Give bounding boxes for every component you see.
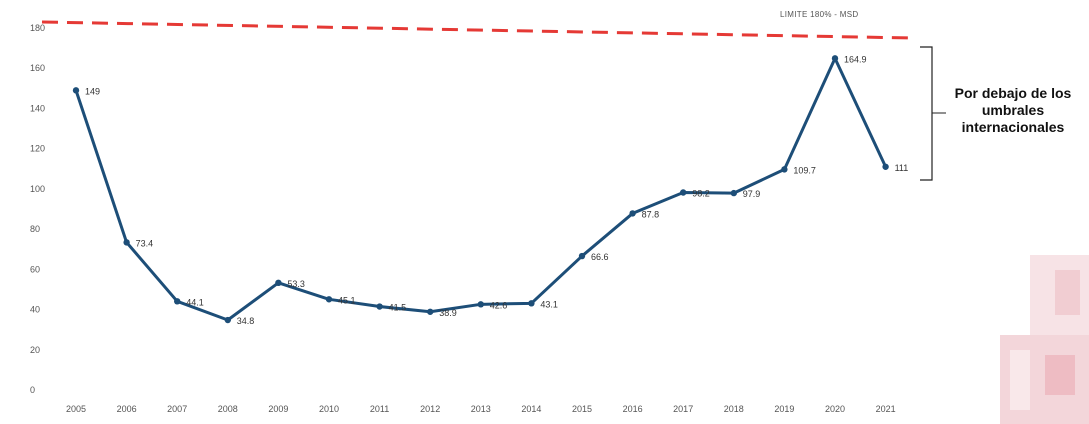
- data-point: [831, 55, 839, 62]
- data-point: [680, 189, 687, 196]
- data-point: [629, 210, 636, 217]
- y-tick-label: 20: [30, 345, 40, 355]
- data-label: 98.2: [692, 189, 710, 199]
- data-label: 42.6: [490, 300, 508, 310]
- y-tick-label: 120: [30, 144, 45, 154]
- data-label: 66.6: [591, 252, 609, 262]
- x-tick-label: 2019: [774, 404, 794, 414]
- y-tick-label: 180: [30, 23, 45, 33]
- limit-label: LIMITE 180% - MSD: [780, 10, 858, 19]
- x-tick-label: 2014: [521, 404, 541, 414]
- x-tick-label: 2015: [572, 404, 592, 414]
- data-point: [730, 189, 737, 197]
- data-label: 149: [85, 86, 100, 96]
- y-tick-label: 40: [30, 305, 40, 315]
- data-point: [72, 87, 80, 94]
- x-tick-label: 2018: [724, 404, 744, 414]
- data-point: [325, 296, 333, 303]
- x-axis-ticks: 2005 2006 2007 2008 2009 2010 2011 2012 2013 2014…: [66, 404, 896, 414]
- data-points: [72, 55, 889, 324]
- data-point: [528, 300, 535, 307]
- limit-180-line: [41, 20, 913, 40]
- y-tick-label: 160: [30, 63, 45, 73]
- x-tick-label: 2013: [471, 404, 491, 414]
- data-point: [224, 316, 231, 324]
- annotation-text: Por debajo de los umbrales internacional…: [954, 85, 1072, 135]
- data-labels: 149 73.4 44.1 34.8 53.3 45.1 41.5 38.9 42.6 43.1 6…: [85, 54, 908, 326]
- x-tick-label: 2011: [370, 404, 389, 414]
- x-tick-label: 2017: [673, 404, 693, 414]
- data-label: 45.1: [338, 295, 356, 305]
- data-label: 97.9: [743, 189, 761, 199]
- y-tick-label: 80: [30, 224, 40, 234]
- x-tick-label: 2016: [623, 404, 643, 414]
- x-tick-label: 2007: [167, 404, 187, 414]
- data-label: 73.4: [136, 238, 154, 248]
- x-tick-label: 2021: [876, 404, 896, 414]
- y-tick-label: 140: [30, 103, 45, 113]
- data-label: 53.3: [287, 279, 305, 289]
- data-label: 87.8: [642, 209, 660, 219]
- x-tick-label: 2009: [268, 404, 288, 414]
- data-point: [578, 252, 586, 260]
- data-label: 164.9: [844, 54, 867, 64]
- data-point: [781, 166, 788, 173]
- x-tick-label: 2008: [218, 404, 238, 414]
- data-point: [174, 298, 181, 305]
- reference-limit: LIMITE 180% - MSD: [41, 10, 913, 40]
- data-point: [123, 239, 130, 246]
- data-label: 111: [895, 163, 909, 173]
- y-axis-ticks: 0 20 40 60 80 100 120 140 160 180: [30, 23, 45, 395]
- y-tick-label: 0: [30, 385, 35, 395]
- y-tick-label: 60: [30, 264, 40, 274]
- decorative-pattern: [1000, 255, 1089, 424]
- data-point: [477, 301, 484, 308]
- data-label: 34.8: [237, 316, 255, 326]
- x-tick-label: 2012: [420, 404, 440, 414]
- series-line: [74, 56, 887, 322]
- data-point: [882, 163, 889, 170]
- data-label: 41.5: [389, 303, 407, 313]
- data-label: 109.7: [793, 165, 816, 175]
- data-label: 44.1: [186, 297, 204, 307]
- data-label: 43.1: [540, 299, 558, 309]
- x-tick-label: 2005: [66, 404, 86, 414]
- data-point: [275, 279, 282, 287]
- x-tick-label: 2006: [117, 404, 137, 414]
- annotation-bracket: [920, 46, 933, 181]
- x-tick-label: 2010: [319, 404, 339, 414]
- data-label: 38.9: [439, 308, 457, 318]
- x-tick-label: 2020: [825, 404, 845, 414]
- y-tick-label: 100: [30, 184, 45, 194]
- data-point: [427, 308, 434, 315]
- data-point: [376, 303, 383, 310]
